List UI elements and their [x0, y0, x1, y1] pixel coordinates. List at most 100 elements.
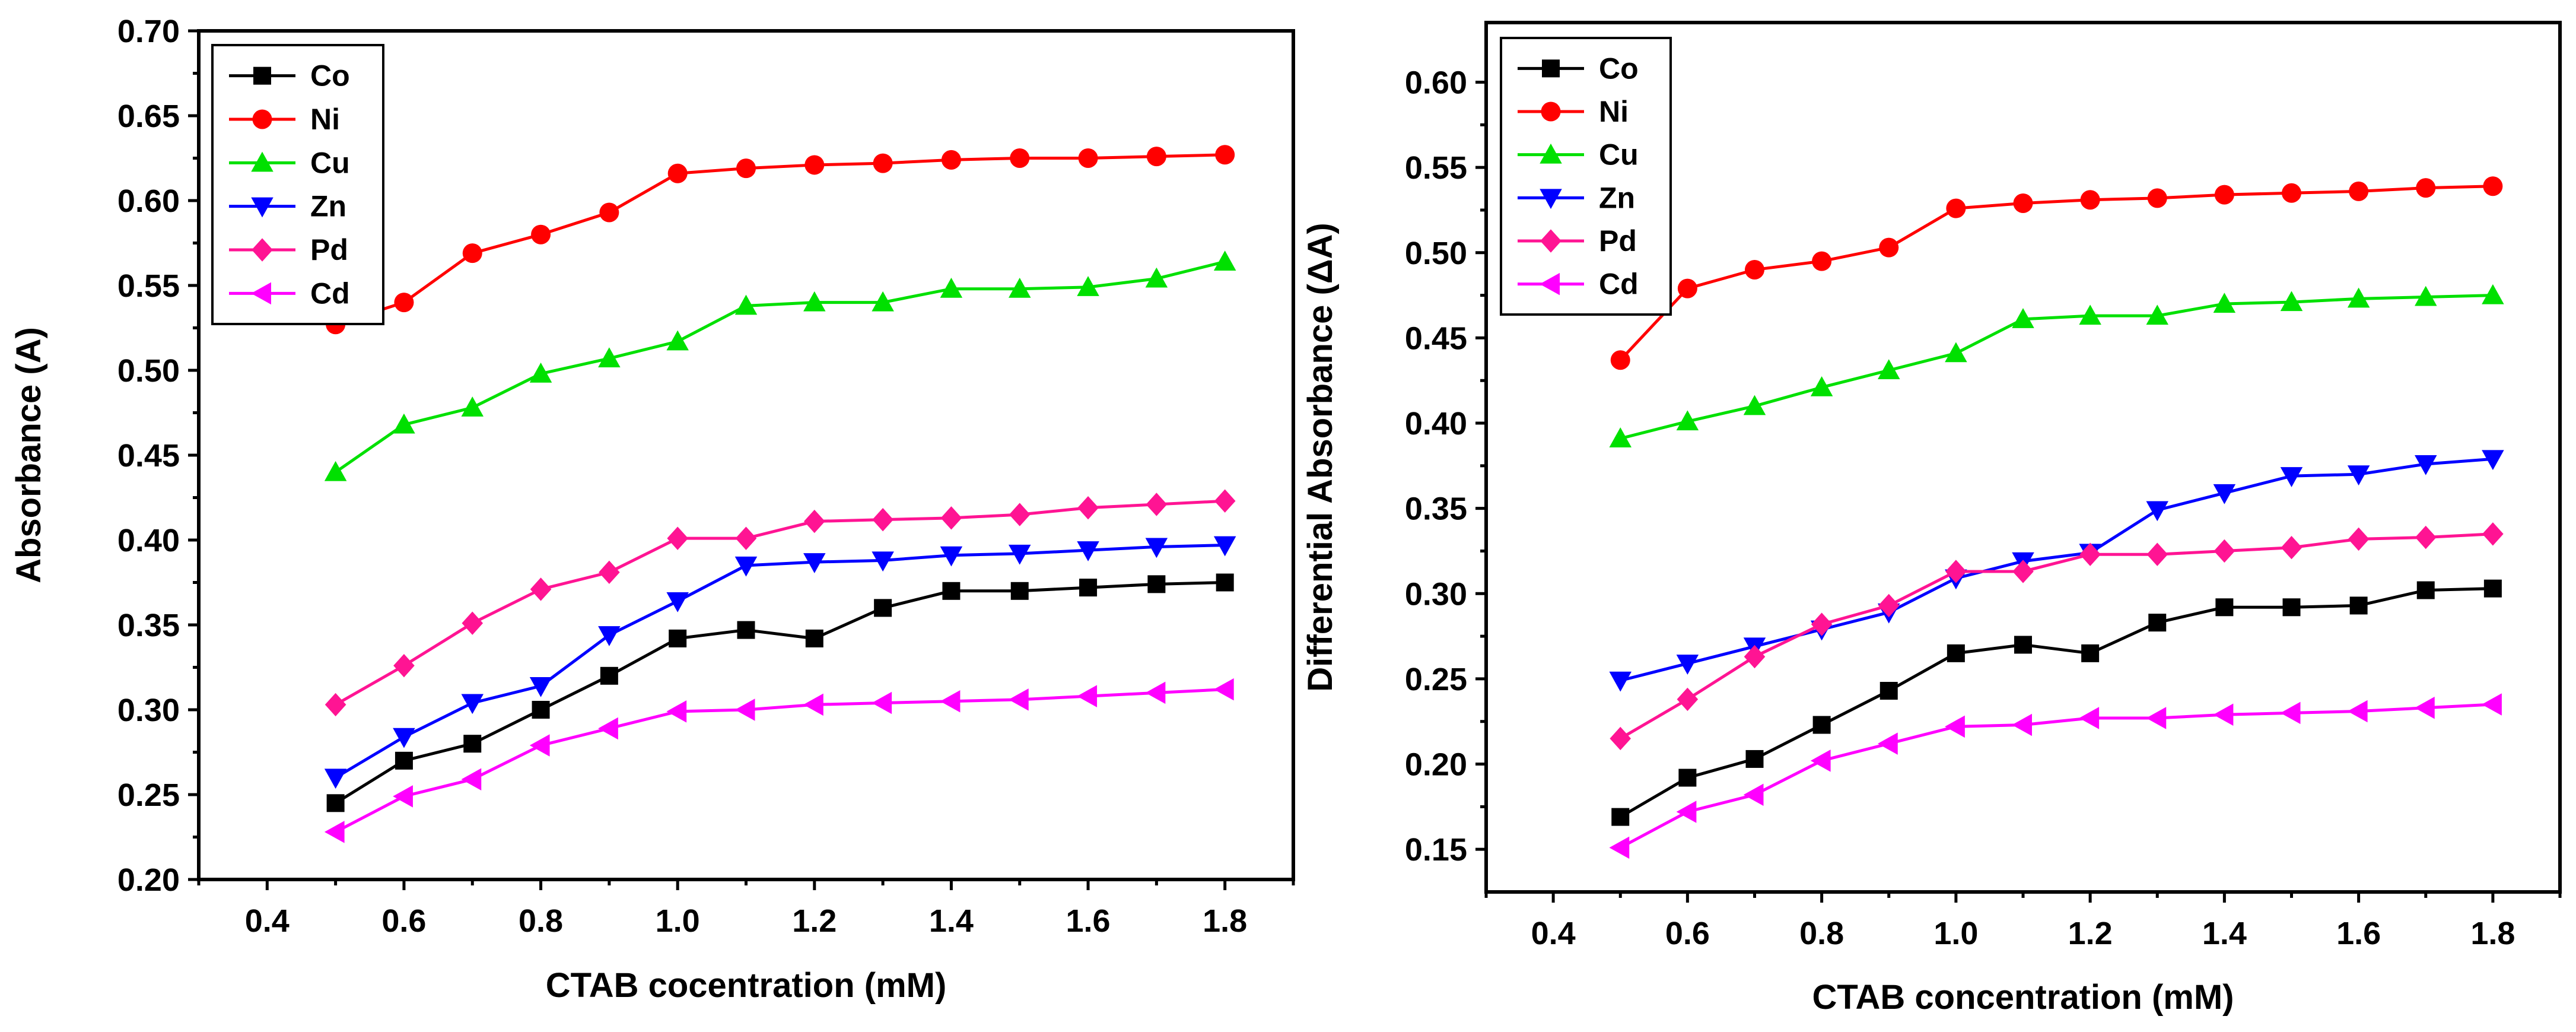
data-point-zn [940, 546, 963, 567]
data-point-cd [872, 691, 892, 715]
data-point-cd [666, 700, 687, 723]
data-point-ni [1010, 148, 1030, 168]
data-point-co [1010, 582, 1029, 600]
data-point-pd [462, 611, 484, 635]
data-point-pd [1146, 493, 1168, 516]
data-point-co [600, 666, 618, 685]
x-tick-label: 1.6 [2336, 916, 2381, 951]
data-point-co [532, 701, 550, 719]
data-point-cu [1810, 376, 1833, 396]
data-point-cd [393, 785, 413, 808]
data-point-zn [2280, 467, 2303, 487]
legend-box [1500, 37, 1672, 316]
data-point-zn [872, 551, 894, 572]
legend-marker-zn [251, 197, 273, 218]
data-point-zn [2146, 501, 2168, 522]
data-point-pd [2281, 536, 2303, 560]
data-point-cd [2415, 697, 2435, 719]
x-tick-label: 1.8 [2470, 916, 2515, 951]
y-tick-label: 0.35 [117, 608, 180, 643]
y-tick-label: 0.30 [1405, 576, 1467, 612]
data-point-co [2483, 579, 2502, 598]
series-cd [324, 678, 1234, 843]
data-point-zn [803, 553, 826, 573]
data-point-pd [2415, 525, 2437, 550]
data-point-co [2081, 644, 2100, 662]
data-point-cu [1213, 250, 1236, 271]
data-point-co [2215, 598, 2234, 617]
data-point-pd [667, 526, 688, 550]
y-tick-label: 0.20 [117, 862, 180, 898]
data-point-pd [2214, 539, 2235, 563]
data-point-zn [1077, 541, 1099, 561]
series-zn [1609, 450, 2504, 692]
x-tick-label: 1.0 [656, 903, 700, 939]
data-point-ni [1745, 260, 1764, 280]
data-point-zn [529, 677, 552, 697]
series-zn [324, 536, 1236, 789]
series-line-cd [1620, 703, 2494, 849]
series-line-ni [335, 153, 1225, 326]
data-point-co [1147, 575, 1166, 593]
data-point-cd [2213, 703, 2234, 726]
x-tick-label: 0.6 [1665, 916, 1710, 951]
data-point-co [1879, 682, 1898, 700]
chart-panel-1: 0.4 0.6 0.8 1.0 1.2 1.4 1.6 1.8 0.20 0.25 0.30 0.35… [9, 14, 1295, 1005]
data-point-ni [1879, 237, 1899, 258]
y-tick-label: 0.40 [117, 523, 180, 558]
data-point-cu [2213, 293, 2236, 313]
data-point-cd [2347, 700, 2368, 723]
data-point-pd [804, 509, 825, 534]
series-line-zn [1620, 457, 2494, 682]
data-point-pd [2146, 542, 2168, 566]
data-point-ni [1677, 278, 1697, 299]
x-tick-label: 0.4 [245, 903, 290, 939]
data-point-cd [598, 717, 618, 740]
data-point-co [2148, 614, 2167, 632]
legend-label-zn: Zn [310, 190, 346, 223]
data-point-cu [666, 330, 689, 351]
data-point-cd [1676, 801, 1697, 823]
x-tick-label: 1.2 [792, 903, 837, 939]
y-axis-title: Absorbance (A) [9, 327, 48, 583]
data-point-cu [1009, 277, 1031, 298]
data-point-cu [1676, 410, 1699, 431]
data-point-co [669, 629, 687, 647]
data-point-ni [1610, 350, 1630, 370]
data-point-cd [1077, 685, 1098, 707]
series-line-zn [335, 544, 1225, 779]
data-point-cu [393, 413, 415, 434]
legend-label-cu: Cu [1599, 138, 1639, 172]
y-tick-label: 0.15 [1405, 832, 1467, 868]
data-point-ni [2416, 178, 2436, 198]
data-point-zn [598, 626, 621, 646]
data-point-zn [324, 769, 347, 789]
x-tick-label: 1.6 [1066, 903, 1111, 939]
legend-box [211, 44, 384, 325]
data-point-cd [2482, 693, 2502, 716]
data-point-cd [1945, 715, 1965, 738]
data-point-ni [462, 243, 482, 263]
data-point-cu [1878, 359, 1900, 379]
data-point-co [1611, 808, 1630, 826]
data-point-cu [2146, 304, 2168, 325]
data-point-cd [1609, 836, 1630, 859]
data-point-zn [461, 694, 484, 715]
data-point-ni [736, 158, 756, 179]
legend-label-co: Co [1599, 52, 1639, 85]
data-point-pd [1677, 687, 1699, 712]
data-point-pd [1610, 726, 1632, 751]
legend-marker-zn [1540, 189, 1562, 209]
data-point-co [1079, 579, 1098, 597]
legend-label-ni: Ni [1599, 95, 1629, 128]
legend-marker-cd [1540, 272, 1560, 296]
x-axis-title: CTAB cocentration (mM) [546, 966, 947, 1005]
y-tick-label: 0.50 [1405, 236, 1467, 271]
y-tick-label: 0.55 [117, 268, 180, 304]
data-point-zn [1213, 536, 1236, 557]
data-point-cd [2280, 701, 2301, 725]
data-point-zn [666, 592, 689, 612]
data-point-cd [1810, 750, 1831, 772]
data-point-cu [2482, 284, 2504, 304]
data-point-cd [803, 693, 823, 716]
